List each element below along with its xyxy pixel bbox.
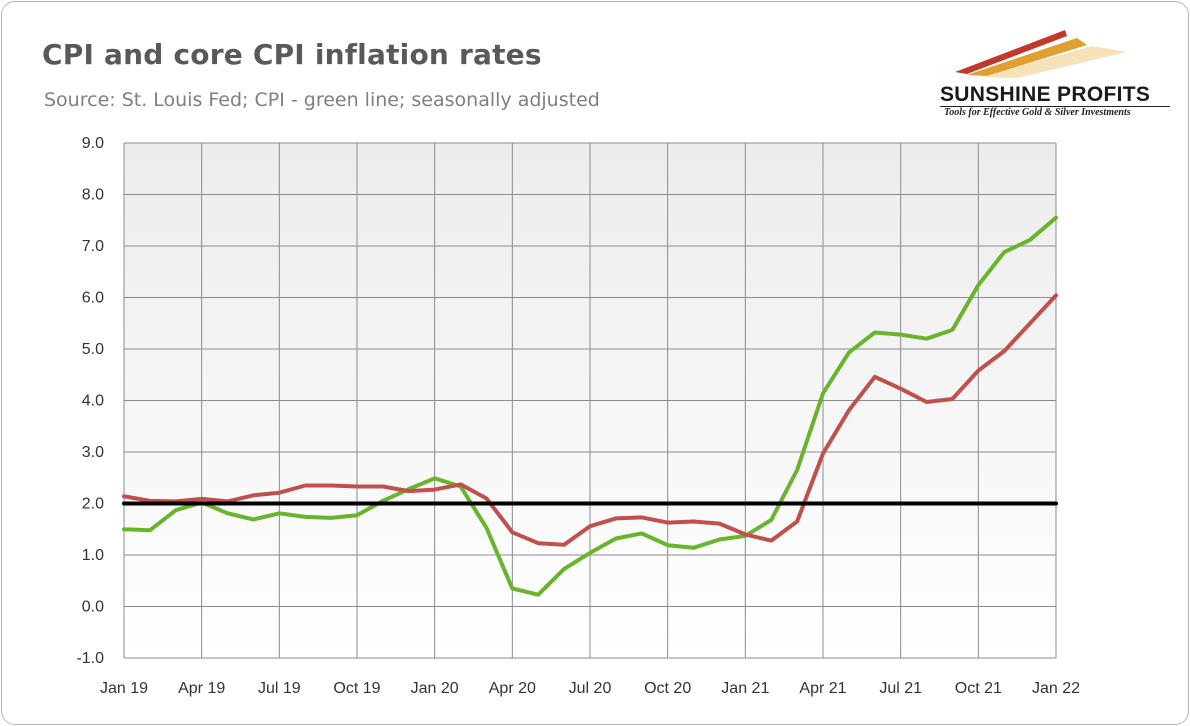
y-tick-label: 8.0 xyxy=(82,187,104,204)
chart-title: CPI and core CPI inflation rates xyxy=(42,38,542,71)
x-tick-label: Jan 21 xyxy=(721,680,769,697)
logo-name: SUNSHINE PROFITS xyxy=(940,83,1151,106)
y-tick-label: 0.0 xyxy=(82,599,104,616)
y-tick-label: 5.0 xyxy=(82,341,104,358)
x-tick-label: Apr 19 xyxy=(178,680,225,697)
x-tick-label: Apr 20 xyxy=(489,680,536,697)
x-tick-label: Jul 20 xyxy=(569,680,612,697)
y-tick-label: 1.0 xyxy=(82,547,104,564)
logo-swoosh-icon xyxy=(955,30,1127,78)
y-tick-label: 9.0 xyxy=(82,135,104,152)
x-axis: Jan 19 Apr 19 Jul 19 Oct 19 Jan 20 Apr 20 Jul … xyxy=(100,680,1080,697)
y-tick-label: 4.0 xyxy=(82,393,104,410)
y-tick-label: -1.0 xyxy=(76,650,104,667)
x-tick-label: Oct 21 xyxy=(955,680,1002,697)
x-tick-label: Jul 19 xyxy=(258,680,301,697)
series-layer xyxy=(122,215,1058,597)
x-tick-label: Oct 19 xyxy=(333,680,380,697)
y-tick-label: 3.0 xyxy=(82,444,104,461)
x-tick-label: Oct 20 xyxy=(644,680,691,697)
logo-divider xyxy=(940,106,1170,107)
cpi-series-line xyxy=(122,215,1058,597)
y-tick-label: 6.0 xyxy=(82,290,104,307)
x-tick-label: Apr 21 xyxy=(799,680,846,697)
x-tick-label: Jan 20 xyxy=(411,680,459,697)
x-tick-label: Jul 21 xyxy=(879,680,922,697)
y-tick-label: 2.0 xyxy=(82,496,104,513)
y-axis: 9.0 8.0 7.0 6.0 5.0 4.0 3.0 2.0 1.0 0.0 -1.0 xyxy=(76,135,104,667)
x-tick-label: Jan 19 xyxy=(100,680,148,697)
logo-tagline: Tools for Effective Gold & Silver Invest… xyxy=(944,107,1131,118)
chart-subtitle: Source: St. Louis Fed; CPI - green line;… xyxy=(44,89,600,111)
x-tick-label: Jan 22 xyxy=(1032,680,1080,697)
y-tick-label: 7.0 xyxy=(82,238,104,255)
sunshine-profits-logo: SUNSHINE PROFITS Tools for Effective Gol… xyxy=(927,20,1177,120)
core-cpi-series-line xyxy=(122,293,1058,547)
